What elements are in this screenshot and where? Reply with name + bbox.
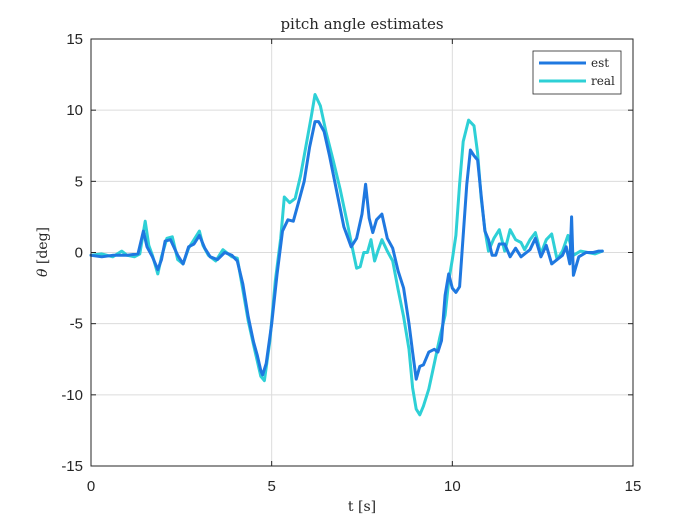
- y-axis-label-unit: [deg]: [35, 227, 51, 264]
- x-axis-label: t [s]: [348, 499, 376, 515]
- tick-labels: 0 5 10 15 -15 -10 -5 0 5 10 15: [61, 31, 641, 495]
- y-axis-label-symbol: θ: [35, 268, 51, 277]
- legend-box: [532, 50, 622, 95]
- y-tick-label: 15: [66, 31, 83, 48]
- y-axis-label: θ [deg]: [35, 227, 51, 277]
- y-tick-label: 5: [75, 173, 83, 190]
- legend: est real: [532, 50, 622, 95]
- y-tick-label: -5: [70, 316, 83, 333]
- y-tick-label: 0: [75, 245, 83, 262]
- x-tick-label: 5: [267, 478, 275, 495]
- ticks: [90, 38, 634, 467]
- y-tick-label: -15: [61, 458, 83, 475]
- series-line-est: [89, 120, 604, 381]
- legend-label-est: est: [591, 56, 609, 70]
- legend-label-real: real: [591, 74, 615, 88]
- y-tick-label: -10: [61, 387, 83, 404]
- x-tick-label: 15: [625, 478, 642, 495]
- x-tick-label: 10: [444, 478, 461, 495]
- chart-title: pitch angle estimates: [280, 15, 443, 33]
- y-tick-label: 10: [66, 102, 83, 119]
- x-tick-label: 0: [87, 478, 95, 495]
- series-lines: [89, 93, 604, 417]
